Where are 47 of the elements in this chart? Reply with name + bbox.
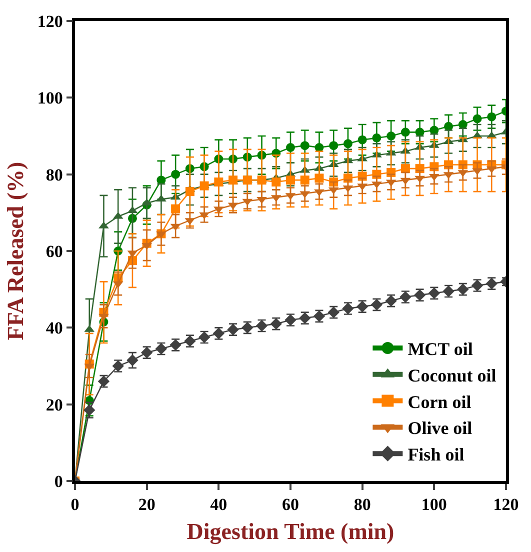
- x-tick-label: 100: [421, 495, 447, 514]
- y-tick-label: 60: [46, 242, 63, 261]
- legend-label: Coconut oil: [408, 365, 496, 386]
- point: [171, 170, 180, 179]
- y-axis-title: FFA Released (%): [2, 162, 28, 340]
- legend-label: MCT oil: [408, 339, 473, 360]
- point: [414, 176, 425, 183]
- point: [171, 204, 180, 214]
- y-tick-label: 80: [46, 165, 63, 184]
- point: [329, 141, 338, 150]
- point: [257, 176, 266, 185]
- point: [472, 114, 482, 124]
- point: [242, 176, 252, 185]
- point: [199, 212, 210, 220]
- x-tick-label: 0: [70, 495, 80, 514]
- x-tick-label: 120: [493, 495, 519, 514]
- x-axis-title: Digestion Time (min): [186, 518, 394, 545]
- point: [358, 135, 367, 144]
- legend-label: Corn oil: [408, 392, 472, 412]
- point: [300, 176, 310, 185]
- legend-label: Olive oil: [408, 418, 472, 438]
- point: [98, 314, 109, 321]
- x-tick-label: 40: [210, 495, 228, 514]
- point: [400, 128, 410, 137]
- y-tick-label: 0: [54, 472, 63, 491]
- point: [185, 187, 194, 196]
- point: [343, 139, 352, 148]
- point: [272, 178, 281, 186]
- point: [487, 112, 496, 122]
- x-tick-label: 20: [138, 495, 156, 514]
- y-tick-label: 100: [37, 88, 63, 108]
- y-tick-label: 40: [46, 318, 63, 338]
- x-tick-label: 60: [282, 495, 299, 514]
- point: [314, 189, 324, 196]
- point: [84, 404, 96, 416]
- y-tick-label: 120: [37, 12, 63, 31]
- point: [314, 174, 324, 183]
- point: [286, 143, 295, 152]
- point: [126, 354, 138, 366]
- point: [386, 132, 396, 140]
- x-tick-label: 80: [354, 495, 371, 514]
- legend-label: Fish oil: [408, 444, 464, 465]
- point: [400, 164, 410, 174]
- point: [286, 176, 295, 185]
- point: [372, 133, 382, 142]
- y-tick-label: 20: [46, 395, 63, 414]
- point: [300, 141, 310, 150]
